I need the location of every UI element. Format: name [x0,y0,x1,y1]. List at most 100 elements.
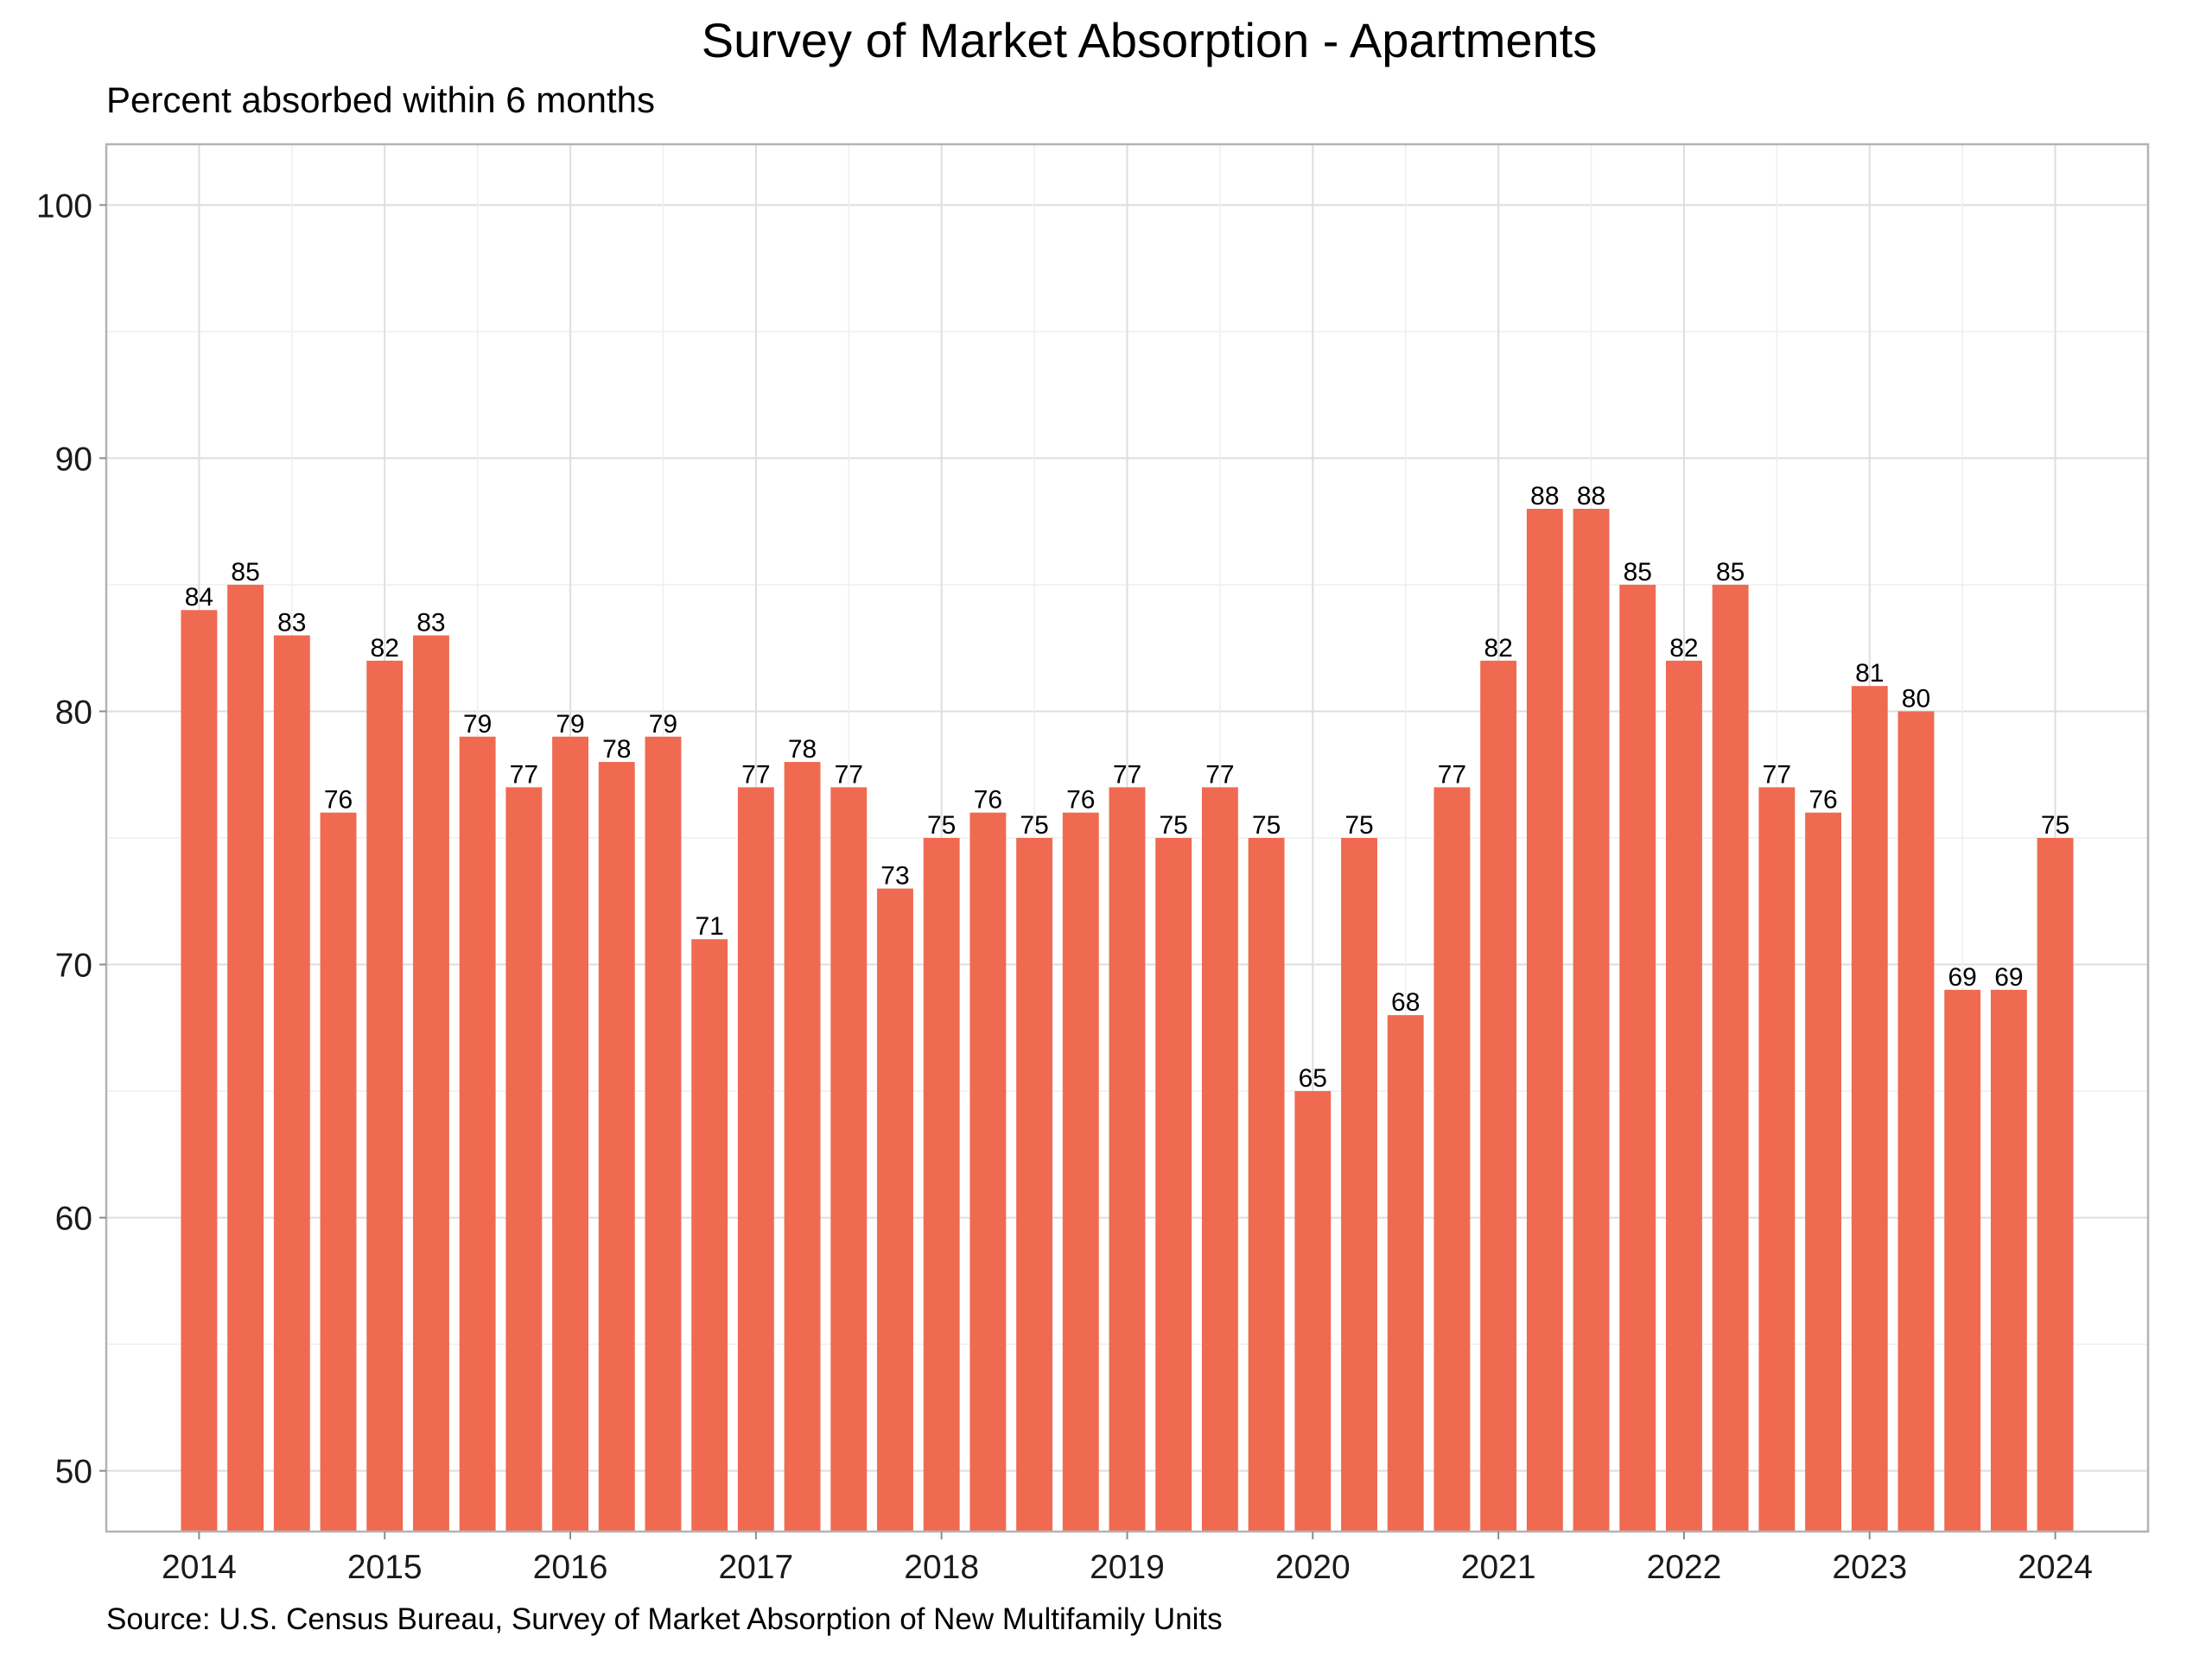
bar-value-label: 76 [974,786,1002,815]
bar-value-label: 78 [602,735,631,764]
bar [1062,812,1099,1532]
x-tick-label: 2024 [2018,1549,2093,1586]
bar [1944,989,1981,1532]
bar-value-label: 75 [1344,811,1373,840]
bar-value-label: 77 [510,760,538,789]
bar-value-label: 77 [1438,760,1466,789]
x-tick-label: 2015 [347,1549,423,1586]
bar [737,787,774,1532]
bar [1341,838,1377,1532]
bar [1851,686,1888,1532]
bar-value-label: 68 [1391,988,1420,1017]
bar [691,939,728,1532]
bar-value-label: 76 [324,786,353,815]
bar-value-label: 81 [1855,659,1884,688]
bar-value-label: 75 [2041,811,2069,840]
bar-value-label: 75 [1020,811,1048,840]
y-tick-label: 50 [55,1454,92,1491]
y-tick-label: 100 [36,187,92,225]
bar-value-label: 75 [1252,811,1281,840]
bar [1666,660,1702,1532]
y-tick-label: 90 [55,441,92,478]
bar [1573,509,1610,1532]
bar [412,635,449,1532]
x-tick-label: 2021 [1461,1549,1536,1586]
bar-value-label: 83 [277,609,306,638]
bar-value-label: 82 [1669,634,1698,663]
bar [1109,787,1146,1532]
x-axis: 2014 2015 2016 2017 2018 2019 2020 2021 2022 2023… [162,1532,2093,1586]
x-tick-label: 2020 [1275,1549,1351,1586]
bar [645,736,682,1532]
bar [1758,787,1796,1532]
bar [923,838,960,1532]
bar-value-label: 77 [1763,760,1791,789]
bar-value-label: 88 [1577,482,1605,511]
bar [552,736,588,1532]
bar-value-label: 79 [649,710,677,739]
x-tick-label: 2014 [162,1549,237,1586]
bar [1526,509,1563,1532]
bar-value-label: 75 [927,811,956,840]
bar-value-label: 73 [880,862,909,891]
bar-value-label: 85 [1716,558,1745,587]
bar [1201,787,1238,1532]
bar-value-label: 76 [1808,786,1837,815]
bar [830,787,868,1532]
bar [1248,838,1285,1532]
bar-value-label: 77 [835,760,863,789]
bar-value-label: 69 [1948,963,1976,992]
bar-value-label: 80 [1902,684,1930,713]
bar [969,812,1007,1532]
bar-value-label: 77 [1113,760,1141,789]
bar-value-label: 77 [1205,760,1234,789]
bar-value-label: 77 [741,760,770,789]
chart-caption: Source: U.S. Census Bureau, Survey of Ma… [106,1602,1223,1636]
bar [1433,787,1471,1532]
bar [1480,660,1517,1532]
bar-value-label: 71 [695,912,723,941]
y-axis: 50 60 70 80 90 100 [36,187,106,1491]
bar-value-label: 79 [556,710,584,739]
bar [598,762,635,1532]
bar [1387,1015,1424,1532]
x-tick-label: 2019 [1090,1549,1165,1586]
bar [1990,989,2027,1532]
bar-value-label: 84 [185,583,213,612]
bar-labels: 84 85 83 76 82 83 79 77 79 78 79 71 77 78 77 73 75 76 75 76… [185,482,2070,1093]
y-tick-label: 80 [55,694,92,731]
bar-value-label: 82 [1484,634,1512,663]
bar [366,660,404,1532]
bar-value-label: 78 [788,735,817,764]
bar [459,736,496,1532]
bar [1294,1091,1332,1532]
bar-value-label: 65 [1299,1064,1327,1093]
bar [181,610,218,1532]
bar-value-label: 82 [371,634,399,663]
bar [1805,812,1842,1532]
bar-value-label: 88 [1530,482,1559,511]
chart-title: Survey of Market Absorption - Apartments [701,13,1598,67]
bar [877,888,913,1532]
bar-value-label: 69 [1994,963,2023,992]
bar [1712,584,1749,1532]
bar-value-label: 85 [1624,558,1652,587]
bar [505,787,543,1532]
bar [320,812,357,1532]
bars [181,509,2074,1532]
x-tick-label: 2017 [718,1549,793,1586]
bar [2037,838,2074,1532]
bar-value-label: 85 [231,558,259,587]
x-tick-label: 2018 [904,1549,979,1586]
x-tick-label: 2022 [1647,1549,1722,1586]
y-tick-label: 70 [55,948,92,985]
x-tick-label: 2016 [533,1549,608,1586]
bar-value-label: 79 [463,710,492,739]
x-tick-label: 2023 [1832,1549,1907,1586]
bar [1016,838,1053,1532]
bar [1155,838,1192,1532]
bar [273,635,310,1532]
bar [227,584,264,1532]
